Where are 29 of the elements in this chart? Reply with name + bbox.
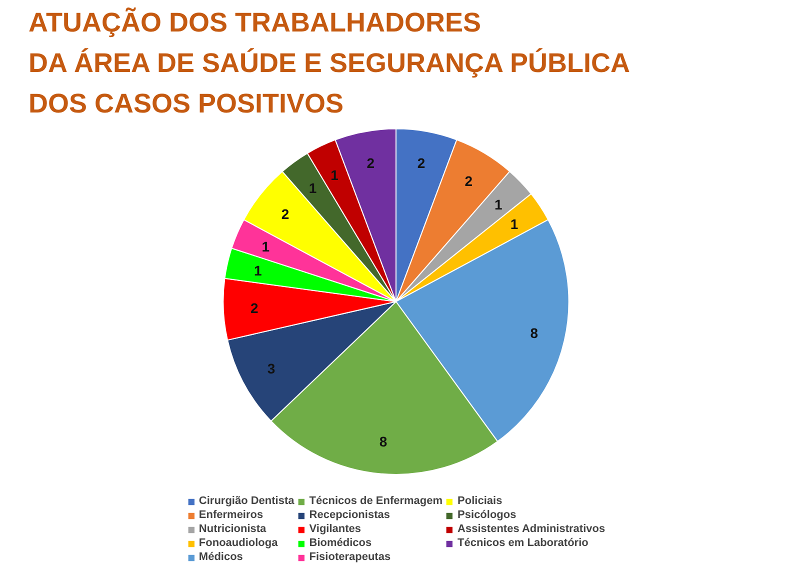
legend-label: Cirurgião Dentista: [198, 495, 294, 507]
data-label: 1: [330, 166, 339, 183]
legend-label: Nutricionista: [198, 523, 266, 535]
legend-label: Técnicos em Laboratório: [458, 537, 588, 549]
legend-label: Biomédicos: [309, 537, 372, 549]
data-label: 1: [254, 262, 262, 278]
data-label: 2: [417, 155, 426, 172]
data-label: 1: [494, 196, 503, 212]
legend-label: Fisioterapeutas: [309, 551, 391, 563]
data-label: 1: [308, 180, 317, 196]
legend-label: Policiais: [458, 495, 502, 507]
data-label: 2: [366, 155, 375, 172]
legend-label: Psicólogos: [458, 509, 516, 521]
legend-label: Assistentes Administrativos: [458, 523, 606, 535]
data-label: 2: [464, 172, 473, 189]
data-label: 2: [281, 206, 290, 222]
data-label: 3: [267, 360, 276, 376]
legend-label: Enfermeiros: [198, 509, 264, 521]
legend-label: Fonoaudiologa: [198, 537, 278, 549]
data-label: 8: [379, 434, 388, 450]
data-label: 8: [530, 324, 538, 341]
data-label: 2: [250, 300, 259, 316]
chart-title: ATUAÇÃO DOS TRABALHADORES DA ÁREA DE SAÚDE E SEGURANÇA PÚBLICA DOS CASOS POSITIVOS: [28, 6, 630, 118]
data-label: 1: [510, 216, 518, 232]
legend-label: Médicos: [198, 551, 243, 563]
legend-label: Técnicos de Enfermagem: [309, 495, 443, 507]
legend-label: Vigilantes: [309, 523, 362, 535]
legend-label: Recepcionistas: [309, 509, 390, 521]
data-label: 1: [262, 238, 270, 254]
